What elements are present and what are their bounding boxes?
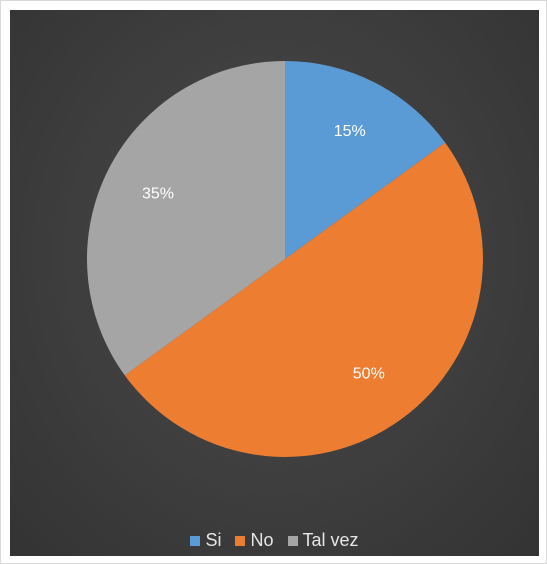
data-label-tal-vez: 35% xyxy=(142,185,174,202)
legend-item-no: No xyxy=(235,530,274,551)
pie-chart: 15% 50% 35% xyxy=(87,61,483,457)
legend-item-tal-vez: Tal vez xyxy=(287,530,359,551)
pie-slice-no xyxy=(124,142,483,457)
data-label-no: 50% xyxy=(353,366,385,383)
legend: Si No Tal vez xyxy=(10,530,539,551)
legend-swatch-tal-vez xyxy=(287,535,298,546)
chart-area: 15% 50% 35% Si No Tal vez xyxy=(10,10,539,556)
legend-label-no: No xyxy=(250,530,274,550)
legend-swatch-si xyxy=(190,535,201,546)
pie-slice-si xyxy=(285,61,446,259)
legend-label-tal-vez: Tal vez xyxy=(302,530,359,550)
legend-label-si: Si xyxy=(205,530,222,550)
pie-slice-tal-vez xyxy=(87,61,285,376)
legend-item-si: Si xyxy=(190,530,221,551)
data-label-si: 15% xyxy=(334,123,366,140)
legend-swatch-no xyxy=(235,535,246,546)
